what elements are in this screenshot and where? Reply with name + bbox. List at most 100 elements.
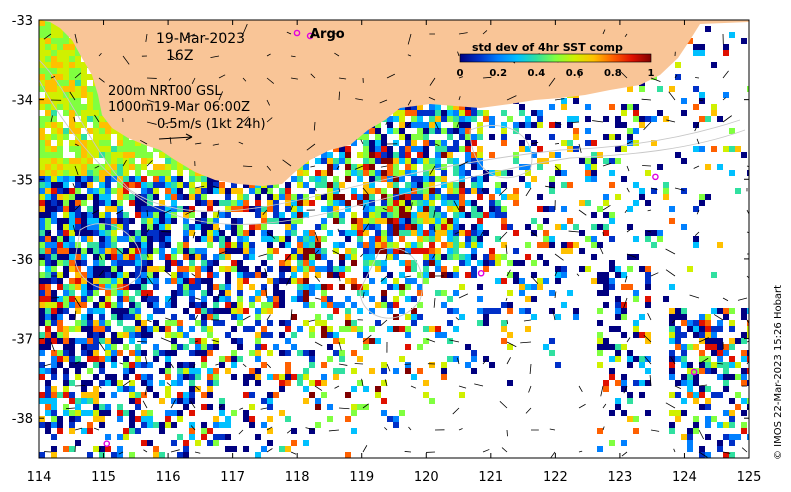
sst-cell [489, 212, 495, 218]
sst-cell [273, 200, 279, 206]
sst-cell [261, 212, 267, 218]
sst-cell [63, 164, 69, 170]
sst-cell [243, 278, 249, 284]
sst-cell [267, 248, 273, 254]
sst-cell [39, 278, 45, 284]
argo-floats [103, 32, 698, 447]
sst-cell [57, 26, 63, 32]
sst-cell [411, 104, 417, 110]
sst-cell [135, 404, 141, 410]
argo-float-marker [690, 368, 698, 376]
sst-cell [447, 200, 453, 206]
sst-cell [201, 302, 207, 308]
sst-cell [75, 416, 81, 422]
sst-cell [99, 452, 105, 458]
sst-cell [405, 314, 411, 320]
sst-cell [435, 266, 441, 272]
sst-cell [603, 386, 609, 392]
sst-cell [429, 230, 435, 236]
sst-cell [735, 146, 741, 152]
sst-cell [135, 200, 141, 206]
sst-cell [267, 218, 273, 224]
sst-cell [165, 320, 171, 326]
sst-cell [195, 350, 201, 356]
sst-cell [81, 80, 87, 86]
sst-cell [93, 254, 99, 260]
current-arrow [643, 121, 652, 131]
sst-cell [507, 272, 513, 278]
sst-cell [273, 218, 279, 224]
sst-cell [63, 194, 69, 200]
sst-cell [603, 212, 609, 218]
sst-cell [39, 140, 45, 146]
sst-cell [747, 326, 749, 332]
sst-cell [333, 332, 339, 338]
sst-cell [387, 230, 393, 236]
sst-cell [453, 146, 459, 152]
sst-cell [87, 194, 93, 200]
sst-cell [39, 62, 45, 68]
sst-cell [105, 230, 111, 236]
current-scale-arrow [158, 133, 193, 141]
sst-cell [183, 248, 189, 254]
sst-cell [513, 278, 519, 284]
sst-cell [111, 152, 117, 158]
sst-cell [141, 182, 147, 188]
sst-cell [273, 284, 279, 290]
current-arrow [554, 291, 557, 299]
current-arrow [362, 445, 368, 453]
sst-cell [723, 350, 729, 356]
sst-cell [63, 332, 69, 338]
sst-cell [117, 332, 123, 338]
sst-cell [87, 356, 93, 362]
current-arrow [554, 253, 564, 261]
sst-cell [729, 398, 735, 404]
sst-cell [231, 218, 237, 224]
sst-cell [99, 314, 105, 320]
sst-cell [171, 254, 177, 260]
sst-cell [381, 296, 387, 302]
sst-cell [243, 326, 249, 332]
sst-cell [303, 386, 309, 392]
sst-cell [615, 380, 621, 386]
sst-cell [123, 386, 129, 392]
sst-cell [135, 428, 141, 434]
current-arrow [144, 385, 148, 396]
sst-cell [63, 32, 69, 38]
sst-cell [303, 374, 309, 380]
current-arrow [314, 249, 320, 255]
sst-cell [537, 116, 543, 122]
sst-cell [219, 356, 225, 362]
sst-cell [135, 236, 141, 242]
sst-cell [135, 152, 141, 158]
sst-cell [681, 158, 687, 164]
sst-cell [729, 32, 735, 38]
sst-cell [141, 374, 147, 380]
sst-cell [75, 356, 81, 362]
sst-cell [123, 410, 129, 416]
sst-cell [285, 194, 291, 200]
sst-cell [441, 254, 447, 260]
sst-cell [609, 356, 615, 362]
sst-cell [147, 248, 153, 254]
sst-cell [225, 422, 231, 428]
sst-cell [93, 230, 99, 236]
sst-cell [627, 128, 633, 134]
current-arrow [258, 253, 268, 257]
sst-cell [165, 416, 171, 422]
sst-cell [219, 266, 225, 272]
sst-cell [315, 404, 321, 410]
sst-cell [357, 194, 363, 200]
sst-cell [279, 320, 285, 326]
sst-cell [675, 380, 681, 386]
sst-cell [603, 134, 609, 140]
sst-cell [39, 254, 45, 260]
sst-cell [453, 266, 459, 272]
sst-cell [63, 128, 69, 134]
sst-cell [627, 206, 633, 212]
current-arrow [643, 334, 652, 343]
sst-cell [165, 182, 171, 188]
sst-cell [471, 242, 477, 248]
sst-cell [129, 422, 135, 428]
sst-cell [99, 122, 105, 128]
